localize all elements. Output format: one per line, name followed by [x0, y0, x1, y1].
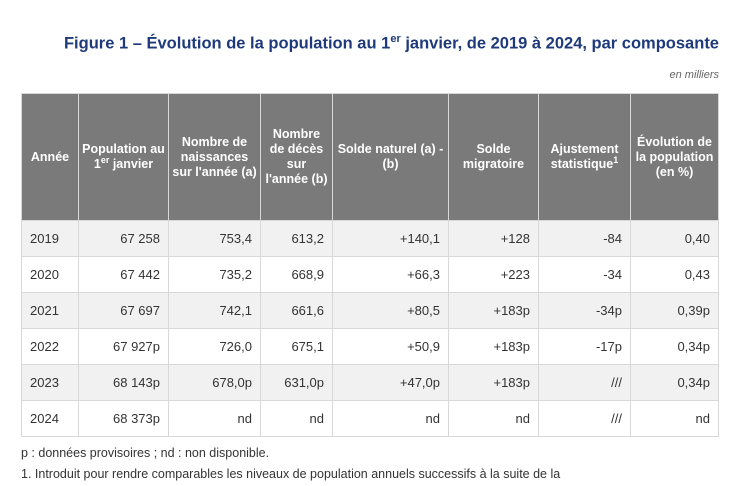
title-superscript: er [390, 33, 401, 45]
cell-ajustement: -34p [538, 292, 631, 329]
cell-ajustement: /// [538, 364, 631, 401]
cell-solde-migratoire: nd [448, 400, 539, 437]
cell-evolution: nd [630, 400, 719, 437]
header-evolution: Évolution de la population (en %) [630, 93, 719, 221]
cell-naissances: nd [168, 400, 261, 437]
header-solde-naturel: Solde naturel (a) - (b) [332, 93, 449, 221]
footnote-1: 1. Introduit pour rendre comparables les… [21, 467, 561, 481]
cell-annee: 2023 [21, 364, 79, 401]
cell-deces: 668,9 [260, 256, 333, 293]
cell-solde-migratoire: +183p [448, 292, 539, 329]
cell-solde-naturel: +66,3 [332, 256, 449, 293]
cell-population: 68 373p [78, 400, 169, 437]
figure-title: Figure 1 – Évolution de la population au… [63, 33, 719, 53]
cell-evolution: 0,39p [630, 292, 719, 329]
header-population: Population au 1er janvier [78, 93, 169, 221]
table-header-row: Année Population au 1er janvier Nombre d… [21, 93, 719, 221]
cell-solde-migratoire: +223 [448, 256, 539, 293]
cell-evolution: 0,43 [630, 256, 719, 293]
cell-naissances: 735,2 [168, 256, 261, 293]
cell-solde-naturel: +80,5 [332, 292, 449, 329]
cell-solde-migratoire: +183p [448, 328, 539, 365]
unit-label: en milliers [669, 69, 719, 81]
cell-deces: 631,0p [260, 364, 333, 401]
header-naissances: Nombre de naissances sur l'année (a) [168, 93, 261, 221]
cell-ajustement: -34 [538, 256, 631, 293]
cell-annee: 2020 [21, 256, 79, 293]
cell-population: 67 927p [78, 328, 169, 365]
header-deces: Nombre de décès sur l'année (b) [260, 93, 333, 221]
header-annee: Année [21, 93, 79, 221]
cell-deces: 661,6 [260, 292, 333, 329]
cell-deces: nd [260, 400, 333, 437]
cell-solde-naturel: +140,1 [332, 220, 449, 257]
cell-evolution: 0,34p [630, 364, 719, 401]
cell-population: 68 143p [78, 364, 169, 401]
cell-naissances: 742,1 [168, 292, 261, 329]
cell-population: 67 442 [78, 256, 169, 293]
cell-annee: 2019 [21, 220, 79, 257]
cell-solde-naturel: nd [332, 400, 449, 437]
cell-ajustement: /// [538, 400, 631, 437]
footnote-legend: p : données provisoires ; nd : non dispo… [21, 446, 270, 460]
cell-evolution: 0,34p [630, 328, 719, 365]
footnotes: p : données provisoires ; nd : non dispo… [21, 443, 560, 485]
cell-population: 67 697 [78, 292, 169, 329]
cell-annee: 2022 [21, 328, 79, 365]
cell-solde-migratoire: +128 [448, 220, 539, 257]
header-solde-migratoire: Solde migratoire [448, 93, 539, 221]
table-row: 2020 67 442 735,2 668,9 +66,3 +223 -34 0… [21, 256, 719, 293]
header-ajustement: Ajustement statistique1 [538, 93, 631, 221]
cell-deces: 613,2 [260, 220, 333, 257]
cell-naissances: 678,0p [168, 364, 261, 401]
cell-annee: 2021 [21, 292, 79, 329]
table-row: 2023 68 143p 678,0p 631,0p +47,0p +183p … [21, 364, 719, 401]
table-row: 2022 67 927p 726,0 675,1 +50,9 +183p -17… [21, 328, 719, 365]
cell-solde-naturel: +50,9 [332, 328, 449, 365]
cell-evolution: 0,40 [630, 220, 719, 257]
table-row: 2024 68 373p nd nd nd nd /// nd [21, 400, 719, 437]
cell-ajustement: -84 [538, 220, 631, 257]
cell-solde-naturel: +47,0p [332, 364, 449, 401]
cell-naissances: 753,4 [168, 220, 261, 257]
cell-naissances: 726,0 [168, 328, 261, 365]
cell-annee: 2024 [21, 400, 79, 437]
cell-ajustement: -17p [538, 328, 631, 365]
cell-solde-migratoire: +183p [448, 364, 539, 401]
table-row: 2019 67 258 753,4 613,2 +140,1 +128 -84 … [21, 220, 719, 257]
population-table: Année Population au 1er janvier Nombre d… [21, 93, 719, 437]
table-row: 2021 67 697 742,1 661,6 +80,5 +183p -34p… [21, 292, 719, 329]
cell-population: 67 258 [78, 220, 169, 257]
cell-deces: 675,1 [260, 328, 333, 365]
